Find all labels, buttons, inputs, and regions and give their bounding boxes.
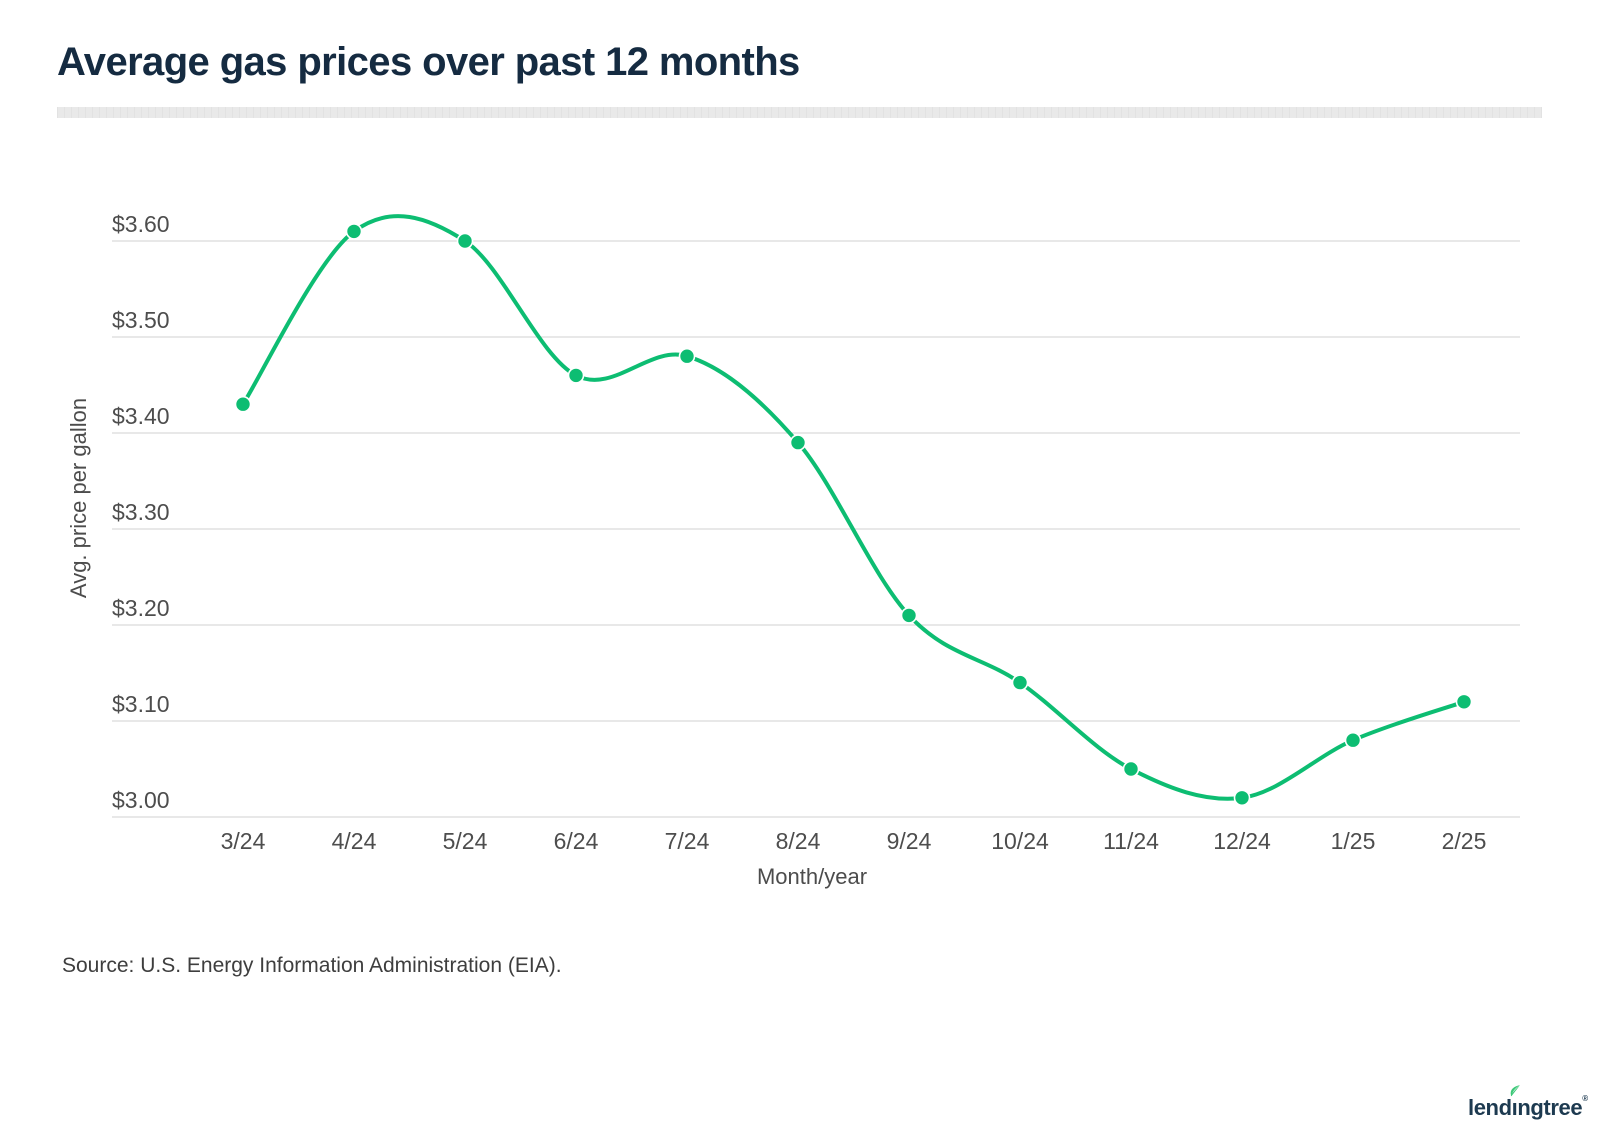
x-tick-label: 7/24 bbox=[665, 828, 710, 854]
x-tick-label: 8/24 bbox=[776, 828, 821, 854]
leaf-icon bbox=[1510, 1085, 1520, 1097]
y-tick-label: $3.00 bbox=[112, 787, 170, 813]
data-point-marker bbox=[789, 434, 807, 451]
data-point-marker bbox=[1011, 674, 1029, 691]
x-tick-label: 9/24 bbox=[887, 828, 932, 854]
x-tick-label: 4/24 bbox=[332, 828, 377, 854]
data-point-marker bbox=[1455, 693, 1473, 711]
lendingtree-logo: lend ıngtree® bbox=[1468, 1085, 1589, 1121]
gas-price-line-chart: $3.00 $3.10 $3.20 $3.30 $3.40 $3.50 $3.60 3/24… bbox=[66, 211, 1520, 889]
data-point-marker bbox=[234, 395, 252, 413]
data-point-marker bbox=[678, 347, 696, 365]
logo-text-pre: lend bbox=[1468, 1095, 1512, 1120]
x-tick-label: 1/25 bbox=[1331, 828, 1376, 854]
y-tick-label: $3.20 bbox=[112, 595, 170, 621]
data-point-marker bbox=[900, 607, 918, 624]
x-axis-title: Month/year bbox=[757, 864, 867, 889]
y-axis-title: Avg. price per gallon bbox=[66, 398, 91, 598]
x-tick-label: 3/24 bbox=[221, 828, 266, 854]
y-axis-tick-labels: $3.00 $3.10 $3.20 $3.30 $3.40 $3.50 $3.60 bbox=[112, 211, 170, 813]
logo-trademark: ® bbox=[1582, 1094, 1589, 1103]
y-tick-label: $3.10 bbox=[112, 691, 170, 717]
price-series-line bbox=[241, 214, 1466, 801]
gridlines bbox=[112, 240, 1520, 818]
y-tick-label: $3.30 bbox=[112, 499, 170, 525]
title-divider bbox=[57, 107, 1542, 118]
price-series-markers bbox=[234, 223, 1473, 807]
data-point-marker bbox=[1122, 760, 1140, 778]
x-tick-label: 6/24 bbox=[554, 828, 599, 854]
x-tick-label: 5/24 bbox=[443, 828, 488, 854]
page-title: Average gas prices over past 12 months bbox=[57, 40, 800, 84]
y-tick-label: $3.60 bbox=[112, 211, 170, 237]
logo-text-post: ngtree bbox=[1517, 1095, 1583, 1120]
logo-i: ı bbox=[1510, 1085, 1520, 1121]
x-tick-label: 12/24 bbox=[1213, 828, 1271, 854]
x-axis-tick-labels: 3/24 4/24 5/24 6/24 7/24 8/24 9/24 10/24 11/24 12… bbox=[221, 828, 1487, 854]
y-tick-label: $3.50 bbox=[112, 307, 170, 333]
data-point-marker bbox=[567, 367, 585, 384]
x-tick-label: 2/25 bbox=[1442, 828, 1487, 854]
x-tick-label: 10/24 bbox=[991, 828, 1049, 854]
data-point-marker bbox=[1344, 731, 1362, 749]
data-point-marker bbox=[456, 232, 474, 250]
source-note: Source: U.S. Energy Information Administ… bbox=[62, 954, 562, 977]
data-point-marker bbox=[345, 223, 363, 240]
data-point-marker bbox=[1233, 789, 1251, 807]
y-tick-label: $3.40 bbox=[112, 403, 170, 429]
x-tick-label: 11/24 bbox=[1103, 828, 1159, 854]
